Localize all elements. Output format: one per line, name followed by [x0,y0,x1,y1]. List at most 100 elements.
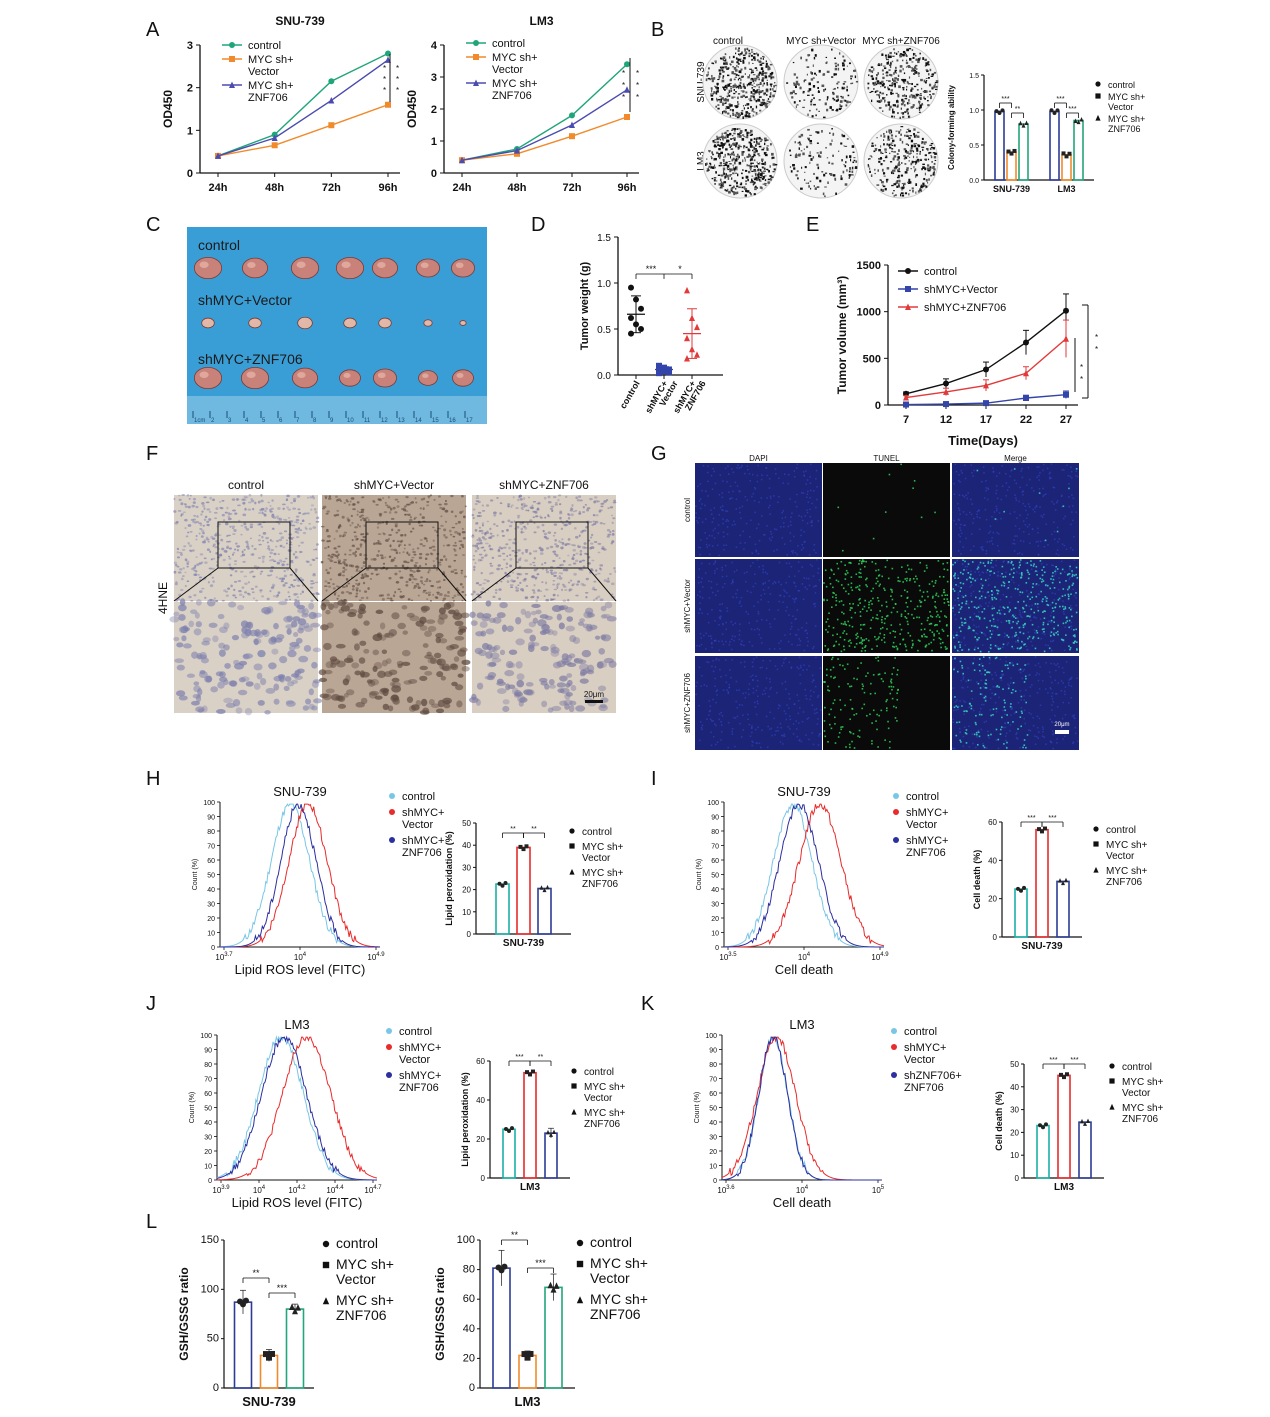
nucleus [188,620,195,628]
nucleus [593,500,596,504]
nucleus [393,548,397,552]
colony-dot [889,51,892,55]
nucleus [210,558,213,561]
ruler-label: 16 [449,418,456,424]
colony-dot [874,148,878,151]
nucleus [389,681,396,687]
nucleus [454,554,458,557]
dapi-dot [811,565,813,567]
nucleus [516,525,520,529]
dapi-dot [731,638,733,640]
nucleus [328,539,331,543]
nucleus [450,494,454,498]
colony-dot [738,133,741,136]
dapi-dot [710,637,713,640]
nucleus [454,541,457,544]
colony-dot [925,178,928,182]
colony-dot [798,153,802,155]
dapi-dot [1032,508,1034,511]
nucleus [188,544,193,548]
nucleus [562,599,567,602]
colony-dot [734,84,737,88]
colony-dot [769,143,772,146]
dapi-dot [797,628,800,631]
colony-dot [749,181,753,184]
colony-dot [762,175,766,178]
dapi-dot [978,528,981,531]
colony-dot [906,65,908,67]
colony-dot [849,167,852,170]
colony-dot [765,62,768,66]
nucleus [176,565,180,568]
dapi-dot [1042,469,1044,472]
nucleus [515,661,523,669]
colony-dot [923,142,925,145]
colony-dot [889,143,892,146]
nucleus [486,579,490,583]
colony-dot [760,90,762,93]
colony-dot [890,91,893,95]
nucleus [308,527,313,531]
legend-marker [1095,81,1101,87]
nucleus [547,531,552,534]
data-point [661,368,667,375]
nucleus [556,682,566,688]
nucleus [561,538,564,541]
nucleus [295,521,299,524]
nucleus [525,550,528,553]
colony-dot [799,86,802,89]
nucleus [204,515,208,519]
colony-dot [809,109,811,112]
dapi-dot [718,493,721,496]
legend-text: Vector [1108,102,1134,112]
nucleus [458,547,462,550]
nucleus [290,501,294,504]
nucleus [578,663,589,671]
dapi-dot [987,488,990,490]
colony-dot [915,174,917,177]
nucleus [184,527,187,530]
colony-dot [760,104,763,107]
dapi-dot [721,505,724,507]
colony-dot [890,61,892,65]
nucleus [201,587,205,590]
colony-dot [890,74,893,77]
nucleus [505,660,514,669]
colony-dot [890,89,893,92]
colony-dot [751,109,754,112]
data-point [684,286,690,294]
dapi-dot [739,542,742,544]
colony-dot [910,147,913,150]
nucleus [375,573,380,576]
dapi-dot [985,549,988,552]
colony-dot [735,47,737,50]
nucleus [453,609,460,617]
dapi-dot [1005,494,1007,497]
colony-dot [758,136,761,140]
colony-dot [826,157,829,159]
nucleus [191,504,195,508]
dapi-dot [777,501,779,504]
nucleus [382,562,386,565]
colony-dot [818,154,820,158]
nucleus [228,557,232,560]
data-point [569,121,575,128]
colony-dot [715,171,717,174]
dapi-dot [753,628,756,631]
nucleus [191,651,199,659]
nucleus [223,622,230,630]
nucleus [223,589,227,592]
dapi-dot [816,559,818,561]
nucleus [326,510,330,513]
nucleus [461,527,464,530]
nucleus [425,553,430,556]
dapi-dot [771,536,774,538]
nucleus [559,516,562,520]
dapi-dot [801,583,804,585]
dapi-dot [958,494,961,496]
colony-dot [910,94,913,96]
nucleus [343,531,348,534]
nucleus [498,546,502,549]
nucleus [226,540,230,543]
nucleus [271,583,276,587]
